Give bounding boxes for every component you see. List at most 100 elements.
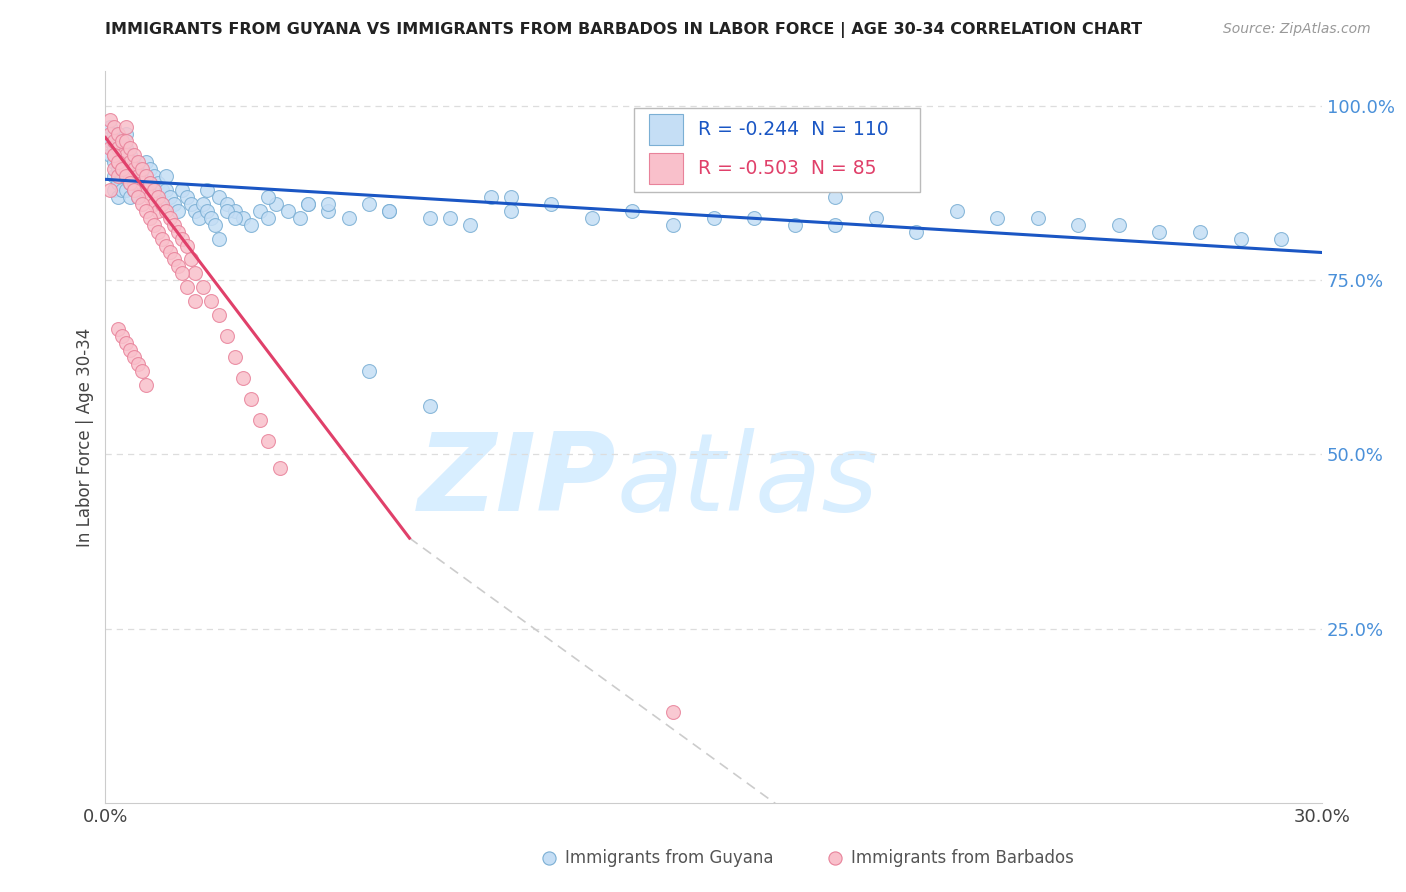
Point: [143, 183, 166, 197]
Point: [150, 231, 173, 245]
Point: [131, 161, 153, 176]
Point: [122, 155, 145, 169]
Point: [288, 211, 311, 225]
Point: [167, 260, 190, 274]
Point: [122, 169, 145, 183]
Point: [98, 127, 121, 141]
Point: [131, 364, 153, 378]
Point: [208, 190, 231, 204]
Point: [107, 190, 129, 204]
Point: [172, 183, 194, 197]
Point: [103, 161, 125, 176]
Point: [127, 176, 149, 190]
Point: [378, 203, 401, 218]
Point: [107, 161, 129, 176]
Point: [172, 231, 194, 245]
Point: [621, 203, 644, 218]
Point: [208, 308, 231, 322]
Point: [183, 203, 205, 218]
Point: [159, 211, 181, 225]
Point: [111, 183, 134, 197]
Point: [98, 113, 121, 128]
Point: [146, 190, 169, 204]
Point: [135, 203, 157, 218]
Point: [122, 183, 145, 197]
Point: [107, 134, 129, 148]
Point: [135, 183, 157, 197]
Point: [114, 127, 136, 141]
Point: [224, 350, 246, 364]
Point: [114, 141, 136, 155]
Point: [135, 155, 157, 169]
Point: [98, 141, 121, 155]
Point: [103, 141, 125, 155]
Text: Immigrants from Guyana: Immigrants from Guyana: [565, 848, 773, 867]
Point: [103, 127, 125, 141]
Point: [122, 176, 145, 190]
Point: [135, 183, 157, 197]
Point: [159, 245, 181, 260]
Point: [204, 218, 226, 232]
Point: [118, 176, 141, 190]
Point: [200, 211, 222, 225]
Point: [122, 148, 145, 162]
Text: atlas: atlas: [616, 428, 879, 533]
Point: [183, 266, 205, 280]
Point: [114, 155, 136, 169]
Point: [297, 196, 319, 211]
Text: ZIP: ZIP: [418, 428, 616, 534]
Point: [122, 183, 145, 197]
Point: [945, 203, 967, 218]
Point: [103, 169, 125, 183]
Y-axis label: In Labor Force | Age 30-34: In Labor Force | Age 30-34: [76, 327, 94, 547]
Point: [118, 343, 141, 357]
Point: [135, 169, 157, 183]
Point: [139, 161, 162, 176]
Point: [163, 252, 186, 267]
Point: [127, 161, 149, 176]
Point: [135, 169, 157, 183]
Point: [122, 350, 145, 364]
Point: [139, 176, 162, 190]
Point: [111, 155, 134, 169]
Point: [702, 211, 725, 225]
Point: [111, 134, 134, 148]
Point: [662, 705, 685, 719]
Point: [195, 183, 218, 197]
Point: [127, 190, 149, 204]
Point: [103, 134, 125, 148]
Point: [103, 183, 125, 197]
Point: [98, 120, 121, 134]
Point: [163, 196, 186, 211]
Point: [107, 176, 129, 190]
Point: [232, 211, 254, 225]
Point: [146, 176, 169, 190]
Point: [139, 176, 162, 190]
Point: [783, 218, 806, 232]
Point: [139, 190, 162, 204]
Point: [180, 252, 202, 267]
Point: [122, 161, 145, 176]
Point: [176, 238, 198, 252]
Point: [143, 196, 166, 211]
Point: [357, 364, 380, 378]
Point: [249, 203, 271, 218]
Point: [131, 196, 153, 211]
Point: [131, 176, 153, 190]
Point: [135, 377, 157, 392]
Point: [183, 294, 205, 309]
Point: [118, 148, 141, 162]
Text: R = -0.503  N = 85: R = -0.503 N = 85: [697, 159, 876, 178]
Point: [146, 203, 169, 218]
Point: [256, 190, 278, 204]
Point: [986, 211, 1008, 225]
Point: [1229, 231, 1251, 245]
FancyBboxPatch shape: [650, 114, 683, 145]
Point: [581, 211, 603, 225]
Point: [200, 294, 222, 309]
Text: R = -0.244  N = 110: R = -0.244 N = 110: [697, 120, 889, 139]
Point: [118, 190, 141, 204]
Point: [240, 218, 263, 232]
Point: [114, 169, 136, 183]
Point: [1149, 225, 1171, 239]
